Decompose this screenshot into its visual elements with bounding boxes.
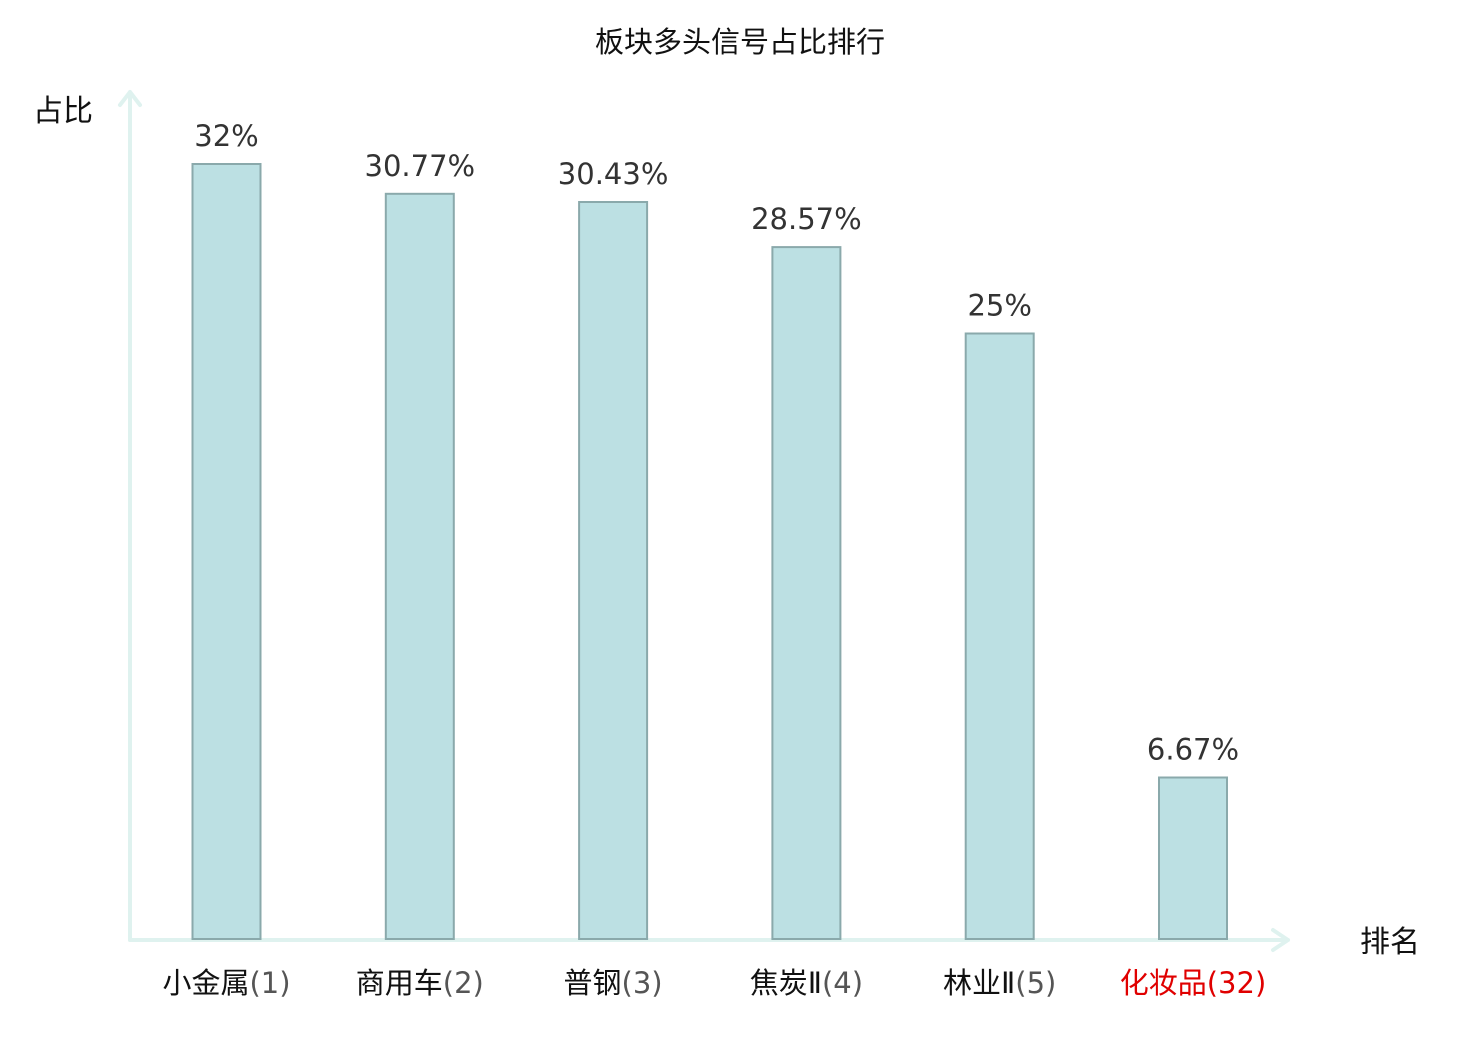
value-label-4: 28.57%: [751, 202, 862, 236]
value-label-1: 32%: [194, 119, 258, 153]
bar-5: [964, 332, 1035, 940]
category-label-4: 焦炭Ⅱ(4): [750, 966, 863, 1000]
category-rank-4: (4): [822, 966, 863, 1000]
bar-3: [578, 201, 649, 940]
category-rank-6: (32): [1207, 966, 1267, 1000]
bar-4: [771, 246, 842, 941]
y-axis-arrow: [118, 90, 142, 942]
category-name-6: 化妆品: [1120, 966, 1207, 1000]
category-name-5: 林业Ⅱ: [943, 966, 1015, 1000]
value-label-5: 25%: [967, 289, 1031, 323]
category-name-1: 小金属: [162, 966, 249, 1000]
x-axis-arrow: [128, 928, 1290, 952]
category-name-2: 商用车: [356, 966, 443, 1000]
value-label-3: 30.43%: [558, 157, 669, 191]
category-name-4: 焦炭Ⅱ: [750, 966, 822, 1000]
bar-6: [1158, 776, 1228, 940]
category-label-1: 小金属(1): [162, 966, 290, 1000]
bars-group: [191, 163, 1228, 941]
category-label-6: 化妆品(32): [1120, 966, 1267, 1000]
value-labels-group: 32% 30.77% 30.43% 28.57% 25% 6.67%: [194, 119, 1239, 767]
category-rank-3: (3): [622, 966, 663, 1000]
category-rank-2: (2): [443, 966, 484, 1000]
bar-2: [384, 192, 455, 941]
x-axis-title: 排名: [1360, 925, 1420, 960]
category-label-5: 林业Ⅱ(5): [943, 966, 1056, 1000]
category-label-3: 普钢(3): [564, 966, 663, 1000]
category-rank-1: (1): [249, 966, 290, 1000]
value-label-2: 30.77%: [365, 149, 476, 183]
category-labels-group: 小金属(1) 商用车(2) 普钢(3) 焦炭Ⅱ(4) 林业Ⅱ(5) 化妆品(32): [162, 966, 1266, 1000]
category-name-3: 普钢: [564, 966, 622, 1000]
category-rank-5: (5): [1015, 966, 1056, 1000]
chart-title: 板块多头信号占比排行: [595, 25, 885, 59]
value-label-6: 6.67%: [1147, 733, 1239, 767]
y-axis-title: 占比: [33, 94, 93, 129]
category-label-2: 商用车(2): [356, 966, 484, 1000]
bar-1: [191, 163, 262, 940]
